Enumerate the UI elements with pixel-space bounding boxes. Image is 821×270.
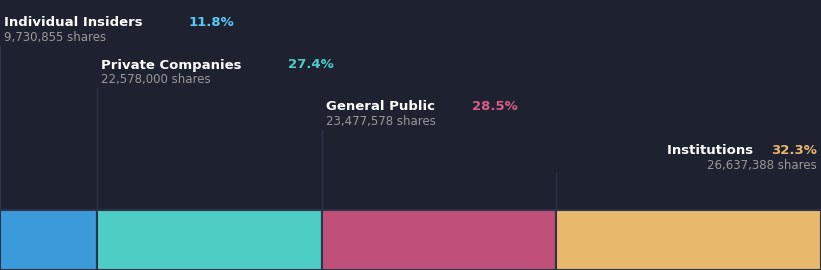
Text: Institutions: Institutions [667, 143, 758, 157]
Text: 23,477,578 shares: 23,477,578 shares [326, 116, 436, 129]
Text: 28.5%: 28.5% [472, 100, 518, 113]
Text: 27.4%: 27.4% [288, 59, 334, 72]
Text: Private Companies: Private Companies [101, 59, 246, 72]
Text: 26,637,388 shares: 26,637,388 shares [707, 158, 817, 171]
Text: 32.3%: 32.3% [771, 143, 817, 157]
Bar [322, 210, 556, 270]
Text: General Public: General Public [326, 100, 439, 113]
Text: 9,730,855 shares: 9,730,855 shares [4, 31, 106, 43]
Text: 11.8%: 11.8% [189, 15, 235, 29]
Bar [97, 210, 322, 270]
Text: 22,578,000 shares: 22,578,000 shares [101, 73, 210, 86]
Bar [556, 210, 821, 270]
Bar [0, 210, 97, 270]
Text: Individual Insiders: Individual Insiders [4, 15, 147, 29]
